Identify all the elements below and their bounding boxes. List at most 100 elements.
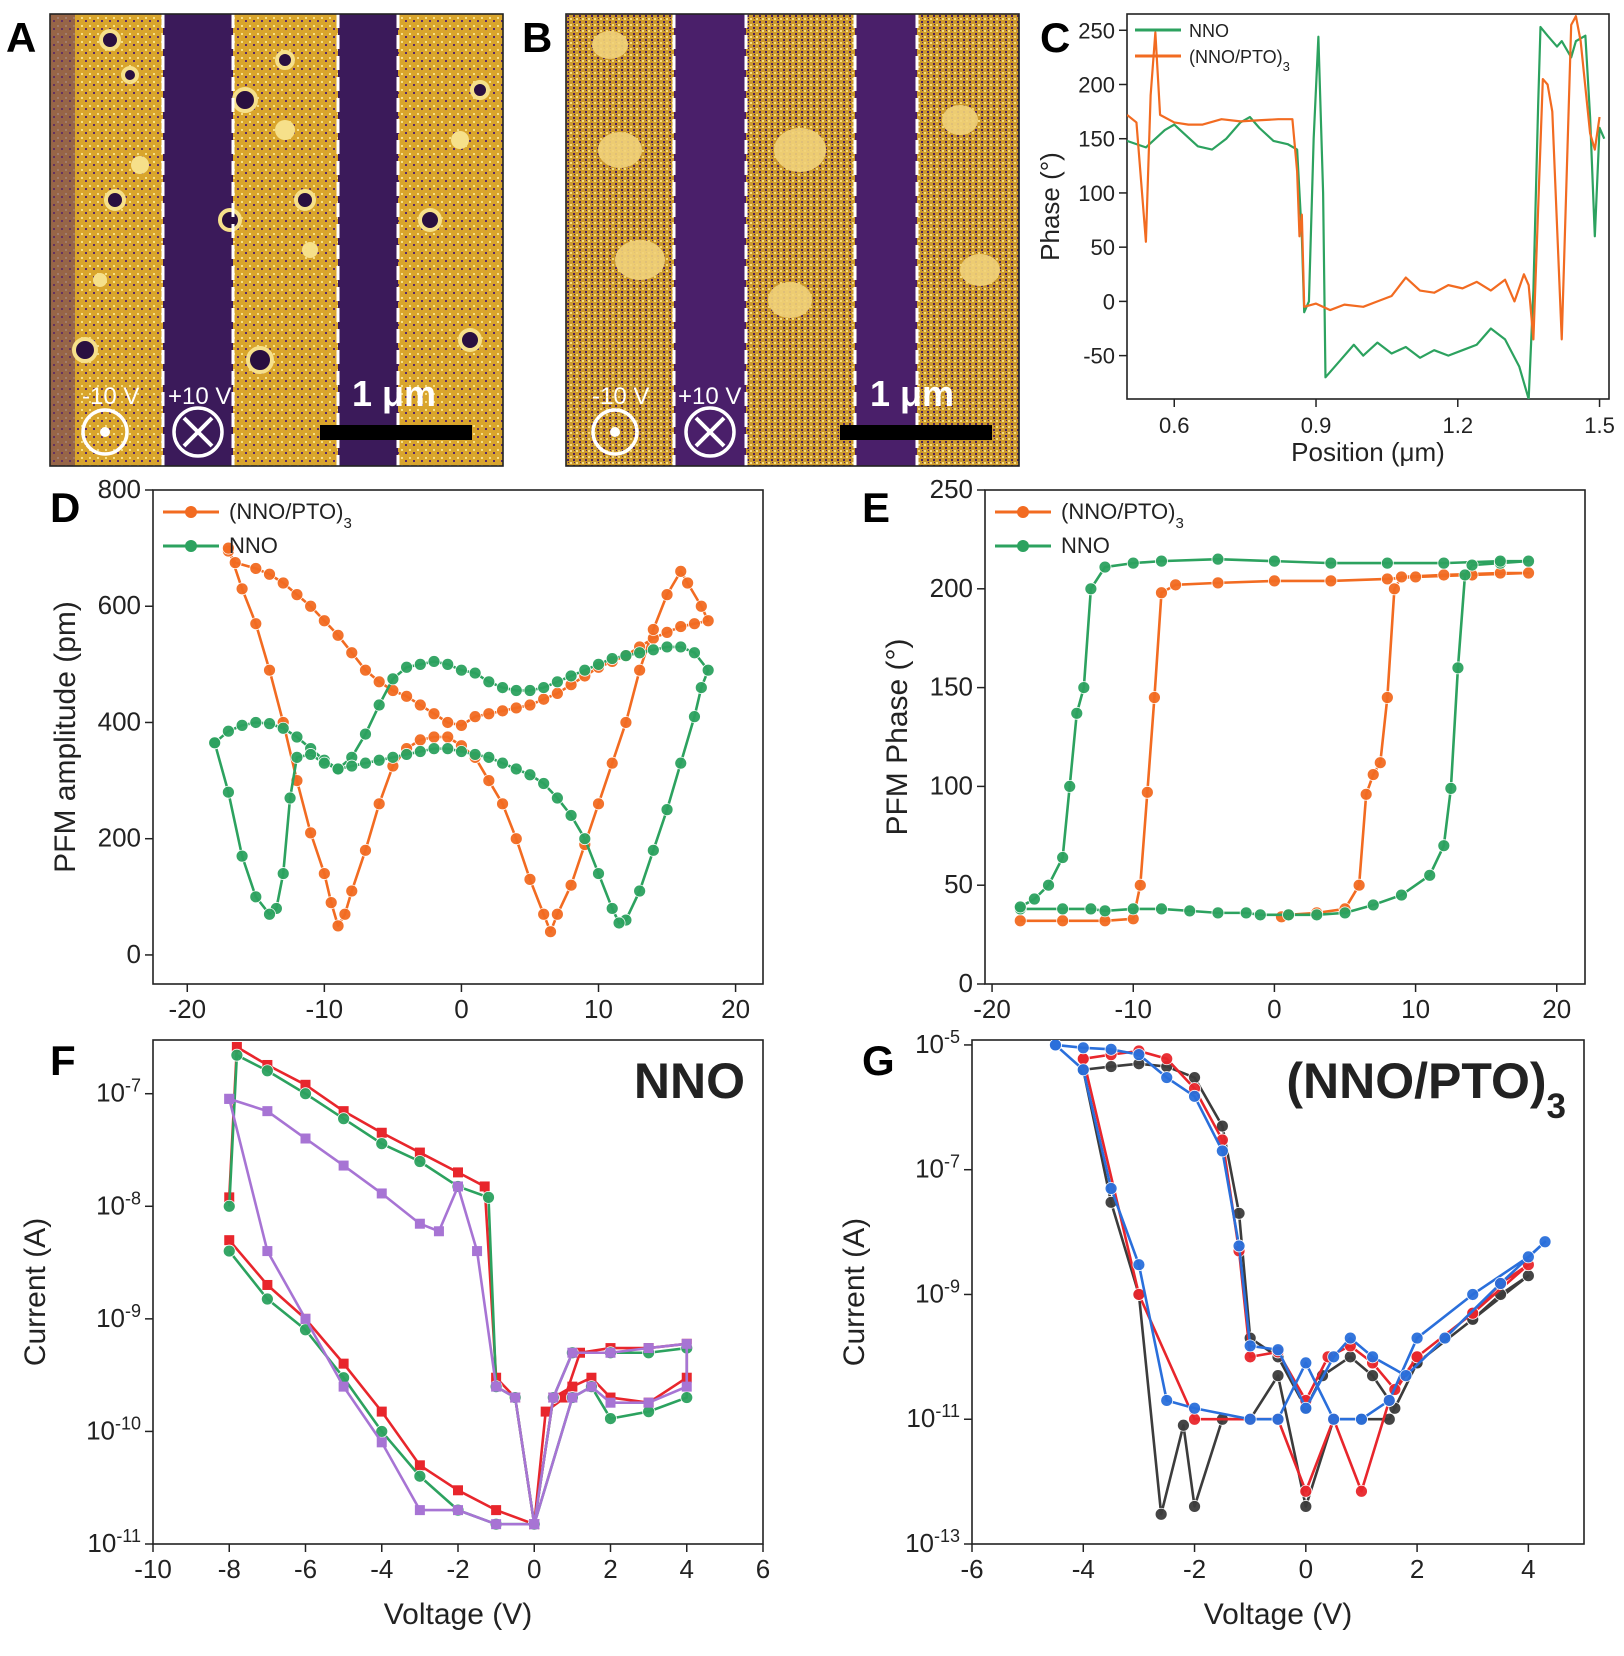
data-point xyxy=(1444,781,1458,795)
data-point xyxy=(345,759,359,773)
data-point xyxy=(1098,560,1112,574)
image-b-frame xyxy=(565,13,1020,467)
panel-letter-b: B xyxy=(522,14,552,61)
x-axis-label: Position (μm) xyxy=(1291,437,1445,467)
data-point xyxy=(1380,556,1394,570)
series-c-0 xyxy=(1127,25,1606,399)
data-point xyxy=(680,1391,694,1404)
data-point xyxy=(496,704,509,718)
data-point xyxy=(1188,1412,1201,1426)
x-axis-label: Voltage (V) xyxy=(384,1598,532,1631)
data-point xyxy=(1239,906,1253,920)
x-tick-label: -2 xyxy=(446,1554,469,1584)
data-point xyxy=(1155,586,1168,600)
series-d-0 xyxy=(221,541,715,939)
data-point xyxy=(427,707,441,721)
data-point xyxy=(1380,572,1394,586)
plot-frame-g xyxy=(971,1039,1585,1545)
data-point xyxy=(317,756,331,770)
x-tick-label: 2 xyxy=(1410,1554,1424,1584)
data-point xyxy=(1324,556,1338,570)
data-point xyxy=(537,692,551,706)
data-point xyxy=(1310,908,1324,922)
data-point xyxy=(1160,1394,1174,1407)
data-point xyxy=(372,698,386,712)
data-point xyxy=(337,1112,351,1126)
data-point xyxy=(222,1244,236,1258)
x-tick-label: 10 xyxy=(1401,994,1430,1024)
data-point xyxy=(1183,904,1197,918)
series-f-0 xyxy=(224,1041,692,1530)
data-point xyxy=(1084,902,1098,916)
data-point xyxy=(1343,1331,1357,1345)
data-point xyxy=(1437,839,1451,853)
data-point xyxy=(482,774,496,787)
data-point xyxy=(586,1381,597,1392)
data-point xyxy=(674,640,688,654)
data-point xyxy=(221,541,235,555)
data-point xyxy=(1243,1412,1257,1426)
data-point xyxy=(231,1041,242,1052)
data-point xyxy=(290,730,304,744)
x-tick-label: -10 xyxy=(1114,994,1152,1024)
data-point xyxy=(1366,768,1380,781)
data-point xyxy=(413,733,427,747)
y-axis-label: PFM Phase (°) xyxy=(881,638,914,835)
data-point xyxy=(1148,691,1161,704)
data-point xyxy=(1324,574,1338,588)
data-point xyxy=(1327,1412,1341,1426)
data-point xyxy=(643,1343,654,1354)
data-point xyxy=(1410,1350,1424,1364)
data-point xyxy=(441,730,455,744)
data-point xyxy=(681,1381,692,1392)
data-point xyxy=(386,672,400,686)
data-point xyxy=(1271,1412,1285,1426)
x-tick-label: 4 xyxy=(680,1554,694,1584)
data-point xyxy=(1299,1356,1313,1370)
data-point xyxy=(1232,1239,1246,1253)
data-point xyxy=(427,730,441,744)
data-point xyxy=(235,718,249,732)
data-point xyxy=(1271,1343,1285,1357)
data-point xyxy=(1282,908,1295,922)
data-point xyxy=(324,896,338,910)
chart-f: -10 -8 -6 -4 -2 0 2 4 6 10-11 10-10 10-9 10-8 10-7 Vol… xyxy=(19,1039,770,1631)
data-point xyxy=(1132,1258,1146,1272)
data-point xyxy=(674,756,688,770)
data-point xyxy=(400,748,413,761)
data-point xyxy=(263,717,276,731)
x-tick-label: 4 xyxy=(1521,1554,1535,1584)
data-point xyxy=(1388,582,1401,596)
image-a-scale-label: 1 μm xyxy=(352,373,436,414)
data-point xyxy=(1253,908,1267,922)
data-point xyxy=(537,907,551,921)
data-point xyxy=(1366,1350,1379,1364)
series-line xyxy=(1082,1049,1530,1493)
data-point xyxy=(1160,1071,1174,1084)
data-point xyxy=(221,724,235,738)
data-point xyxy=(605,1347,616,1358)
image-a-label-pos: +10 V xyxy=(168,383,231,410)
data-point xyxy=(605,902,619,915)
x-tick-label: -4 xyxy=(1072,1554,1095,1584)
y-tick-label: 0 xyxy=(959,968,973,998)
panel-letter-f: F xyxy=(50,1037,76,1084)
image-a-domain-boundaries xyxy=(161,14,400,466)
x-tick-label: -6 xyxy=(960,1554,983,1584)
data-point xyxy=(372,797,386,811)
data-point xyxy=(1395,888,1408,902)
data-point xyxy=(1140,785,1154,799)
data-point xyxy=(1169,578,1182,592)
data-point xyxy=(427,655,441,668)
data-point xyxy=(249,890,263,904)
data-point xyxy=(376,1406,387,1417)
data-point xyxy=(509,832,523,846)
legend-marker xyxy=(1017,506,1029,518)
y-tick-label: 800 xyxy=(98,474,141,504)
data-point xyxy=(372,753,386,767)
image-b-neg-bias-symbol xyxy=(591,408,639,456)
x-tick-label: -20 xyxy=(168,994,206,1024)
series-e-0 xyxy=(1013,566,1535,928)
plot-frame-f xyxy=(152,1039,764,1545)
